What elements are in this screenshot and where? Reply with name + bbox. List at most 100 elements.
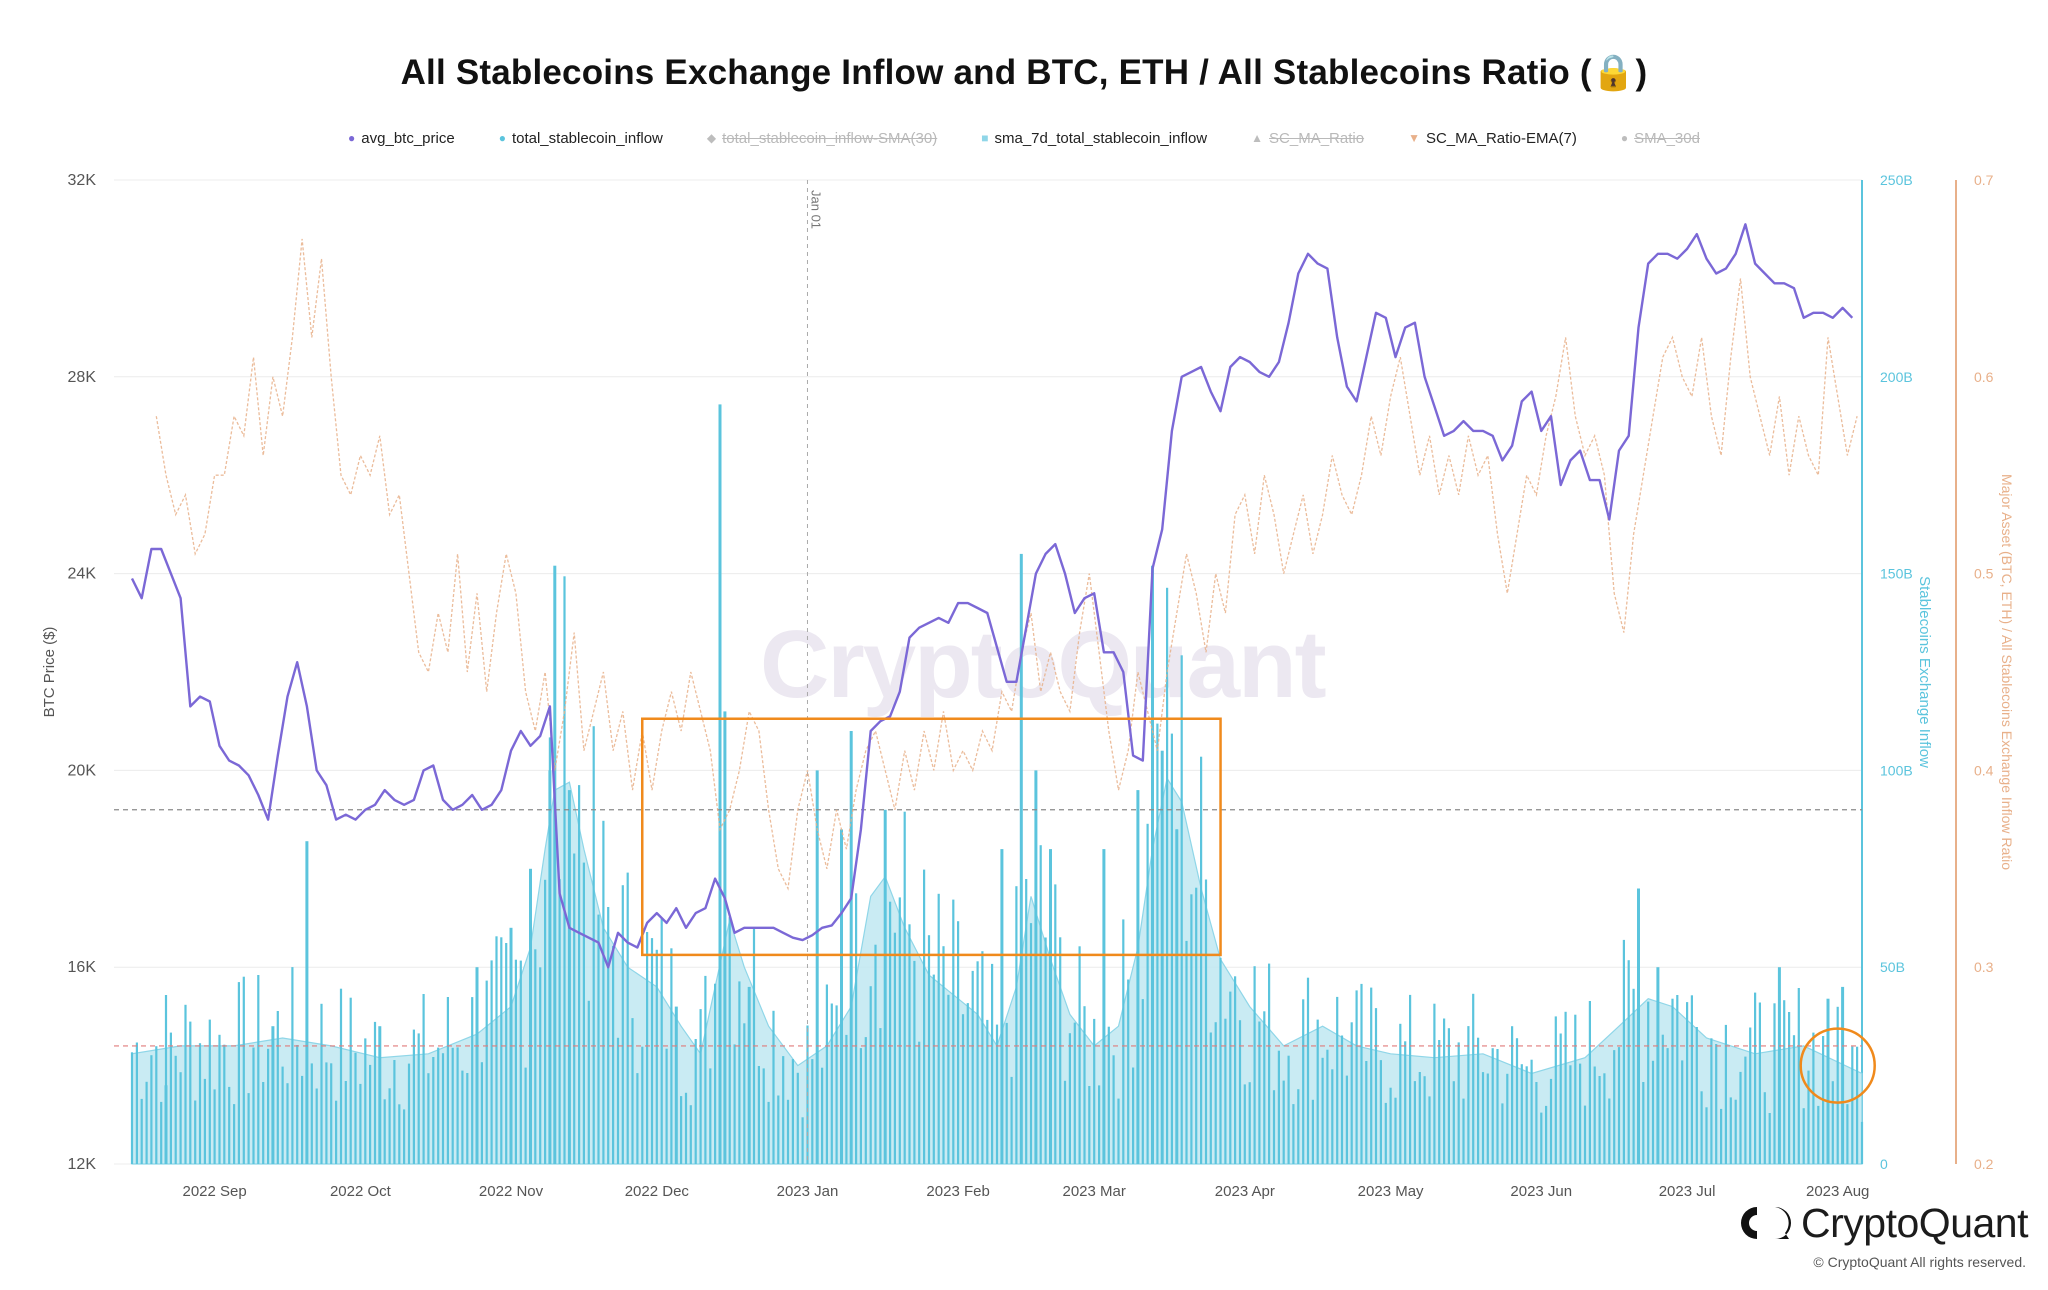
inflow-bar bbox=[1005, 1022, 1008, 1164]
inflow-bar bbox=[1039, 845, 1042, 1164]
inflow-bar bbox=[194, 1100, 197, 1164]
inflow-bar bbox=[1379, 1060, 1382, 1164]
inflow-bar bbox=[1340, 1035, 1344, 1164]
inflow-bar bbox=[417, 1033, 420, 1164]
inflow-bar bbox=[1632, 988, 1635, 1164]
inflow-bar bbox=[1292, 1104, 1295, 1164]
inflow-bar bbox=[164, 995, 168, 1164]
inflow-bar bbox=[694, 1039, 697, 1164]
inflow-bar bbox=[689, 1105, 692, 1164]
inflow-bar bbox=[1214, 1022, 1217, 1164]
inflow-bar bbox=[1200, 756, 1203, 1164]
x-tick-label: 2022 Sep bbox=[182, 1183, 246, 1200]
legend-marker-icon: ▲ bbox=[1251, 131, 1264, 145]
inflow-bar bbox=[1705, 1107, 1708, 1164]
inflow-bar bbox=[1462, 1098, 1465, 1164]
inflow-bar bbox=[1219, 957, 1222, 1164]
inflow-bar bbox=[612, 945, 615, 1164]
inflow-bar bbox=[130, 1052, 134, 1164]
inflow-bar bbox=[291, 967, 294, 1164]
legend-item-6[interactable]: ● SMA_30d bbox=[1621, 130, 1700, 147]
inflow-bar bbox=[1700, 1091, 1703, 1164]
inflow-bar bbox=[383, 1099, 386, 1164]
legend-item-2[interactable]: ◆ total_stablecoin_inflow-SMA(30) bbox=[707, 130, 937, 147]
y-left-title: BTC Price ($) bbox=[41, 627, 58, 718]
legend-item-4[interactable]: ▲ SC_MA_Ratio bbox=[1251, 130, 1364, 147]
legend-item-0[interactable]: ● avg_btc_price bbox=[348, 130, 455, 147]
inflow-bar bbox=[1695, 1027, 1698, 1164]
inflow-bar bbox=[650, 938, 654, 1164]
inflow-bar bbox=[699, 1009, 702, 1164]
inflow-bar bbox=[582, 862, 585, 1164]
inflow-bar bbox=[1117, 1098, 1120, 1164]
inflow-bar bbox=[1409, 994, 1412, 1164]
inflow-bar bbox=[1443, 1018, 1446, 1164]
inflow-bar bbox=[981, 951, 984, 1164]
inflow-bar bbox=[466, 1073, 469, 1164]
inflow-bar bbox=[1477, 1037, 1480, 1164]
inflow-bar bbox=[539, 967, 542, 1164]
inflow-bar bbox=[927, 935, 931, 1164]
inflow-spike bbox=[271, 1026, 275, 1164]
copyright-notice: © CryptoQuant All rights reserved. bbox=[1813, 1254, 2026, 1270]
inflow-bar bbox=[1010, 1076, 1013, 1164]
x-tick-label: 2022 Dec bbox=[625, 1183, 690, 1200]
legend-label: total_stablecoin_inflow bbox=[511, 130, 663, 147]
inflow-bar bbox=[1078, 946, 1081, 1164]
legend-marker-icon: ■ bbox=[981, 131, 989, 145]
inflow-bar bbox=[1851, 1046, 1854, 1164]
inflow-bar bbox=[859, 1048, 862, 1164]
inflow-bar bbox=[1272, 1090, 1276, 1164]
inflow-bar bbox=[1185, 940, 1188, 1164]
inflow-spike bbox=[1049, 849, 1052, 1164]
y-right2-tick-label: 0.3 bbox=[1974, 959, 1994, 975]
inflow-bar bbox=[301, 1075, 304, 1164]
inflow-bar bbox=[461, 1070, 464, 1164]
inflow-bar bbox=[1627, 960, 1630, 1164]
inflow-spike bbox=[815, 770, 819, 1164]
inflow-bar bbox=[1044, 937, 1047, 1164]
inflow-bar bbox=[1535, 1082, 1538, 1164]
inflow-bar bbox=[1209, 1032, 1212, 1164]
inflow-bar bbox=[1545, 1105, 1548, 1164]
inflow-bar bbox=[1651, 1060, 1655, 1164]
legend-marker-icon: ● bbox=[1620, 131, 1629, 145]
x-tick-label: 2023 Aug bbox=[1806, 1183, 1869, 1200]
legend-item-1[interactable]: ● total_stablecoin_inflow bbox=[499, 130, 663, 147]
inflow-spike bbox=[1102, 849, 1106, 1164]
inflow-spike bbox=[378, 1026, 382, 1164]
x-tick-label: 2023 May bbox=[1358, 1183, 1424, 1200]
inflow-spike bbox=[1175, 829, 1179, 1164]
inflow-bar bbox=[1671, 998, 1674, 1164]
inflow-bar bbox=[714, 983, 717, 1164]
inflow-bar bbox=[1054, 884, 1057, 1164]
x-tick-label: 2023 Feb bbox=[926, 1183, 989, 1200]
inflow-bar bbox=[174, 1055, 177, 1164]
inflow-bar bbox=[296, 1045, 299, 1164]
inflow-bar bbox=[247, 1093, 250, 1164]
inflow-bar bbox=[1238, 1020, 1242, 1164]
inflow-bar bbox=[1846, 1104, 1849, 1164]
y-right-tick-label: 0 bbox=[1880, 1156, 1888, 1172]
inflow-bar bbox=[932, 974, 935, 1164]
legend-item-5[interactable]: ▼ SC_MA_Ratio-EMA(7) bbox=[1408, 130, 1577, 147]
inflow-bar bbox=[524, 1067, 527, 1164]
inflow-bar bbox=[1744, 1056, 1747, 1164]
inflow-bar bbox=[1603, 1073, 1606, 1164]
inflow-bar bbox=[1554, 1016, 1557, 1164]
inflow-bar bbox=[1195, 887, 1198, 1164]
inflow-bar bbox=[825, 984, 828, 1164]
legend-item-3[interactable]: ■ sma_7d_total_stablecoin_inflow bbox=[981, 130, 1207, 147]
inflow-bar bbox=[767, 1101, 770, 1164]
inflow-bar bbox=[1734, 1099, 1737, 1164]
inflow-bar bbox=[1583, 1105, 1587, 1164]
x-tick-label: 2022 Nov bbox=[479, 1183, 544, 1200]
inflow-bar bbox=[446, 997, 449, 1164]
inflow-bar bbox=[1345, 1075, 1348, 1164]
inflow-bar bbox=[1170, 733, 1173, 1164]
y-left-tick-label: 28K bbox=[68, 369, 97, 386]
inflow-bar bbox=[830, 1003, 833, 1164]
y-right2-tick-label: 0.7 bbox=[1974, 172, 1994, 188]
inflow-bar bbox=[621, 885, 624, 1164]
